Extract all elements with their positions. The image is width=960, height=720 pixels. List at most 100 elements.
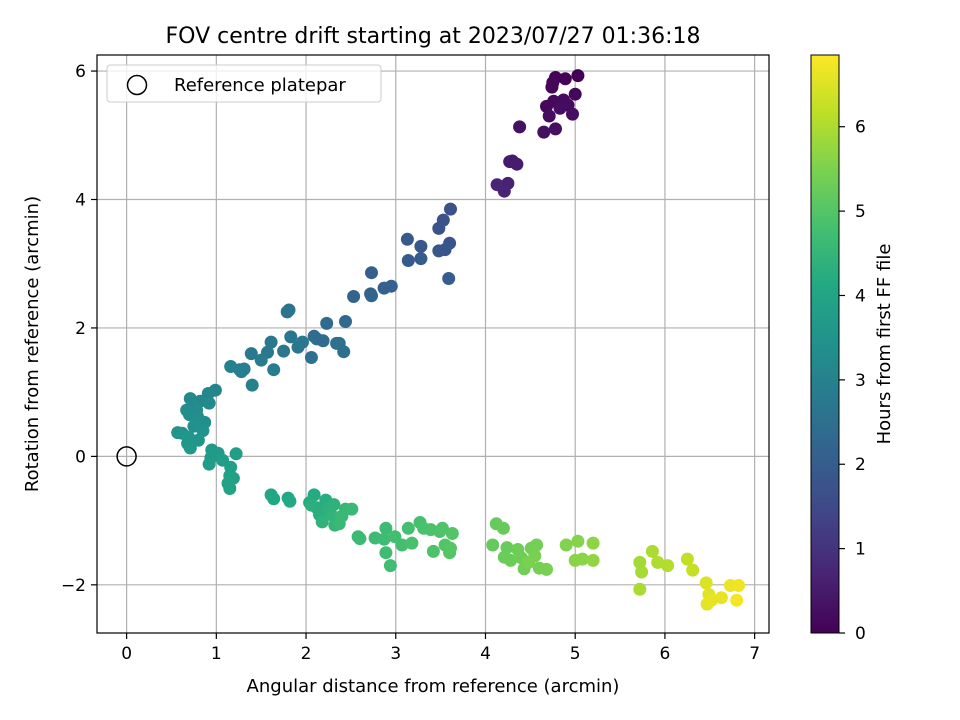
colorbar-tick-label: 6 [855,118,866,138]
scatter-point [732,579,745,592]
scatter-point [558,72,572,86]
scatter-point [296,335,309,349]
scatter-point [284,330,298,344]
scatter-point [490,178,504,192]
scatter-point [426,544,440,558]
plot-background [97,55,769,633]
y-tick-label: 4 [75,191,86,211]
scatter-point [414,252,428,266]
scatter-point [264,335,278,349]
scatter-point [401,254,415,267]
x-tick-label: 6 [660,644,671,664]
scatter-point [202,457,216,471]
scatter-point [699,576,713,590]
scatter-point [705,593,719,607]
scatter-points [171,69,745,611]
scatter-point [379,521,393,535]
scatter-point [280,305,294,319]
scatter-point [315,515,329,529]
scatter-point [171,426,185,440]
scatter-point [546,76,560,90]
scatter-point [277,344,291,358]
scatter-point [400,232,414,246]
reference-platepar-marker [116,446,137,467]
x-tick-label: 3 [390,644,401,664]
x-tick-label: 7 [749,644,760,664]
scatter-point [522,555,536,569]
scatter-point [553,101,567,115]
scatter-point [513,120,527,134]
scatter-point [310,332,324,346]
scatter-point [486,538,500,552]
scatter-point [714,591,728,605]
y-tick-label: 0 [75,447,86,467]
scatter-point [191,433,205,447]
scatter-point [635,565,649,579]
scatter-point [254,353,268,367]
scatter-point [377,281,391,295]
scatter-point [730,593,744,607]
colorbar-tick-label: 1 [855,540,866,560]
scatter-point [405,536,419,550]
scatter-point [234,365,248,379]
plot-area: 0 1 2 3 4 5 6 7 −2 0 2 4 6 [61,54,770,664]
scatter-point [445,527,459,540]
colorbar-tick-label: 5 [855,202,866,222]
scatter-point [347,290,361,303]
scatter-point [201,387,215,400]
scatter-point [283,494,297,508]
scatter-point [586,536,600,550]
scatter-point [383,559,397,573]
legend: Reference platepar [106,64,382,103]
scatter-point [267,492,281,506]
scatter-point [224,360,238,373]
scatter-point [353,532,367,546]
scatter-point [537,125,551,139]
x-tick-label: 0 [121,644,132,664]
colorbar-tick-label: 2 [855,455,866,475]
colorbar-tick-label: 4 [855,286,866,306]
scatter-point [549,122,562,136]
scatter-point [229,447,243,461]
scatter-point [651,555,665,569]
legend-entry-reference-platepar: Reference platepar [174,75,346,96]
scatter-point [335,509,349,523]
scatter-point [586,553,600,567]
scatter-point [633,582,647,596]
scatter-point [395,538,409,552]
y-tick-label: −2 [61,576,86,596]
scatter-point [575,552,589,566]
scatter-point [245,378,259,392]
scatter-point [379,546,393,560]
scatter-point [320,316,334,330]
scatter-point [339,315,352,328]
y-tick-label: 6 [75,62,86,82]
scatter-point [510,157,524,171]
scatter-point [568,87,582,101]
scatter-point [442,272,456,285]
scatter-point [267,363,281,377]
y-axis-label: Rotation from reference (arcmin) [22,196,43,492]
scatter-point [432,244,446,258]
colorbar-ticks: 0 1 2 3 4 5 6 [839,118,866,644]
scatter-point [345,502,359,516]
scatter-point [183,441,197,455]
scatter-point [571,534,585,548]
scatter-point [566,107,579,121]
scatter-point [530,538,544,552]
legend-box [106,64,382,103]
scatter-point [571,69,585,83]
scatter-point [377,532,391,546]
colorbar-label: Hours from first FF file [874,244,895,445]
scatter-point [304,498,318,512]
scatter-point [304,351,318,364]
x-axis-label: Angular distance from reference (arcmin) [247,676,620,697]
scatter-point [661,559,675,573]
scatter-point [365,289,378,303]
scatter-point [540,562,553,576]
scatter-point [327,498,341,512]
scatter-point [435,521,449,535]
plot-frame [96,54,770,634]
colorbar-tick-label: 0 [855,624,866,644]
